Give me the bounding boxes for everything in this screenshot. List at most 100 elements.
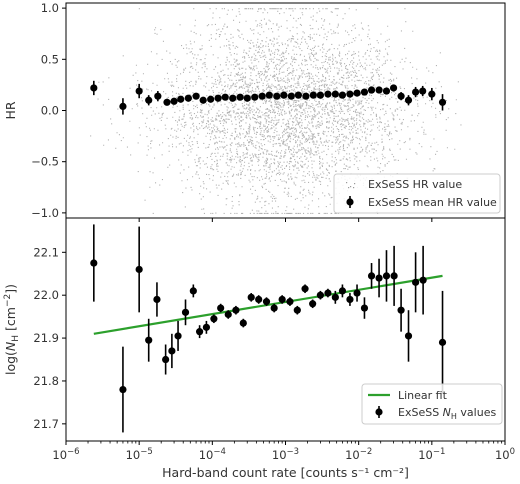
nh-point [232,306,240,314]
nh-point [419,276,427,284]
hr-point [316,91,325,99]
hr-point [192,92,200,100]
mean-hr-series [90,80,447,115]
hr-point [331,90,339,98]
nh-point [404,332,413,340]
hr-point [389,84,398,92]
nh-point [353,289,361,297]
nh-ytick-label: 21.8 [33,374,59,388]
nh-point [210,315,218,323]
nh-point [293,306,301,314]
hr-point [438,98,447,106]
nh-point [270,304,278,312]
nh-point [338,287,347,295]
nh-xtick-label: 10−5 [126,447,153,462]
hr-point [404,96,413,104]
hr-point [163,98,171,106]
hr-legend-marker-point [346,198,354,206]
hr-cloud-points [90,8,462,214]
nh-point [286,298,294,306]
nh-point [202,323,211,331]
hr-point [154,92,162,100]
hr-legend-marker-dot [350,186,352,188]
hr-point [221,93,229,101]
nh-point [346,295,354,304]
nh-point [360,304,369,312]
nh-point [247,293,255,301]
hr-point [119,102,127,111]
nh-point [174,332,182,340]
nh-point [301,285,309,293]
nh-point [145,336,153,344]
hr-ytick-label: −0.5 [31,155,59,169]
hr-ytick-label: −1.0 [31,206,59,220]
nh-point [135,265,143,274]
nh-legend-label-values: ExSeSS NH values [398,406,496,421]
hr-legend-marker-dot [346,182,348,184]
nh-point [367,272,376,280]
hr-point [367,86,376,94]
nh-ytick-label: 21.7 [33,417,59,431]
hr-point [229,94,237,102]
nh-legend: Linear fit ExSeSS NH values [361,383,503,425]
hr-point [382,87,391,95]
hr-ytick-label: 0.0 [41,104,59,118]
nh-point [412,278,420,286]
hr-point [90,84,98,92]
hr-point [199,96,207,104]
nh-xlabel: Hard-band count rate [counts s⁻¹ cm⁻²] [162,465,409,480]
nh-xtick-label: 10−3 [272,447,299,462]
hr-legend-marker-dot [353,187,355,189]
hr-legend-marker-dot [354,183,356,185]
nh-point [324,289,332,297]
nh-point [189,287,197,295]
nh-point [217,304,225,312]
linear-fit-series [93,274,443,335]
hr-point [236,93,244,101]
hr-point [324,90,332,98]
hr-point [184,94,192,102]
nh-point [168,347,176,355]
hr-point [419,87,427,95]
hr-point [177,95,185,103]
nh-point [397,306,405,314]
hr-point [360,88,369,96]
nh-ytick-label: 22.0 [33,288,59,302]
nh-values-series [90,224,447,433]
nh-point [262,298,271,306]
hr-point [309,91,317,99]
hr-point [412,88,420,96]
hr-legend-label-mean: ExSeSS mean HR value [368,196,497,209]
hr-point [338,91,347,99]
hr-point [243,94,251,102]
hr-point [397,92,405,100]
hr-point [145,96,153,104]
hr-panel-axes: 1.0 0.5 0.0 −0.5 −1.0 HR [3,1,506,222]
hr-point [346,90,354,98]
hr-panel: 1.00.50.0−0.5−1.0HR ExSeSS HR valueExSeS… [3,1,506,222]
nh-point [181,308,190,316]
hr-legend-marker-dot [348,187,350,189]
hr-point [294,91,302,99]
hr-point [170,97,178,105]
nh-point [162,355,170,364]
hr-point [258,92,266,100]
hr-point [265,91,273,99]
hr-legend: ExSeSS HR value ExSeSS mean HR value [333,173,501,214]
hr-point [428,90,436,98]
nh-point [382,272,391,280]
hr-point [302,92,310,100]
nh-xtick-label: 100 [495,447,515,462]
hr-point [287,92,295,100]
hr-point [207,95,215,103]
hr-point [251,93,259,101]
nh-point [239,319,247,327]
hr-value-cloud [90,8,462,214]
nh-point [309,300,317,308]
hr-ylabel: HR [3,101,18,119]
nh-point [119,385,127,394]
nh-point [255,295,263,304]
nh-xtick-label: 10−6 [52,447,79,462]
hr-point [135,87,143,95]
